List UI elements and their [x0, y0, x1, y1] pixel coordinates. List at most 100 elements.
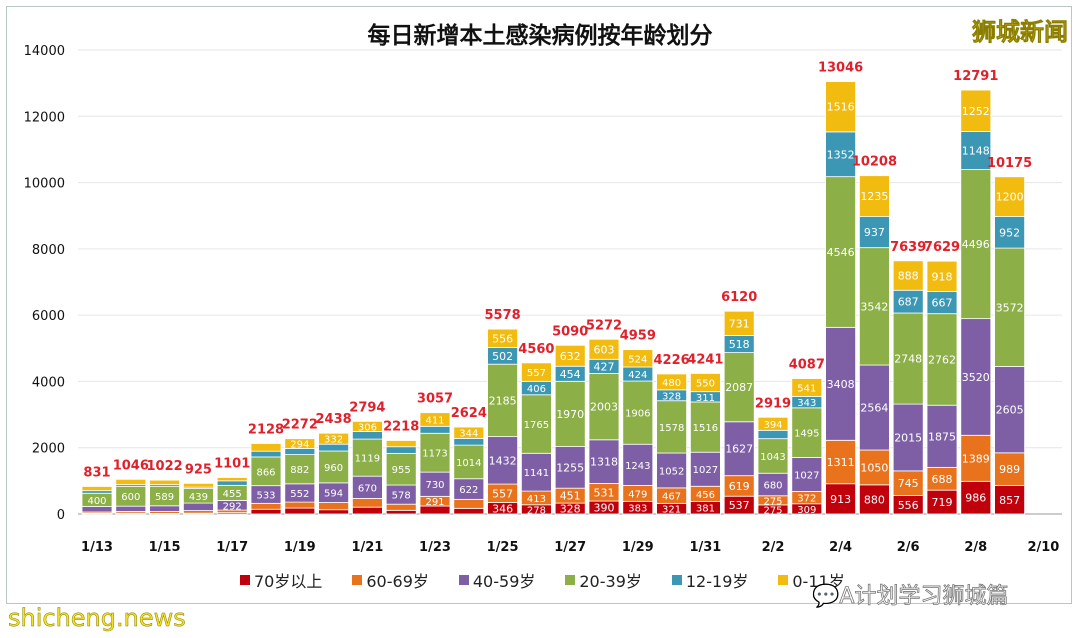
segment-label: 275	[763, 505, 782, 516]
x-tick-label: 2/8	[964, 540, 987, 555]
bar-segment	[149, 505, 181, 512]
total-label: 2794	[349, 400, 385, 415]
total-label: 4560	[518, 342, 554, 357]
segment-label: 556	[898, 499, 919, 512]
segment-label: 866	[256, 467, 275, 478]
segment-label: 857	[999, 494, 1020, 507]
bar-segment	[487, 363, 519, 438]
segment-label: 537	[729, 499, 750, 512]
x-tick-label: 1/17	[216, 540, 248, 555]
bar-segment	[960, 131, 992, 171]
segment-label: 730	[425, 480, 444, 491]
bar-segment	[825, 81, 856, 133]
legend-item: 20-39岁	[565, 568, 642, 592]
segment-label: 413	[527, 494, 546, 505]
x-tick-label: 1/29	[622, 540, 654, 555]
legend-label: 0-11岁	[792, 572, 845, 591]
segment-label: 541	[797, 384, 816, 395]
segment-label: 275	[763, 496, 782, 507]
segment-label: 2564	[860, 402, 888, 415]
bar-segment	[487, 436, 519, 485]
bar-segment	[859, 484, 890, 515]
segment-label: 913	[830, 493, 851, 506]
segment-label: 952	[999, 226, 1020, 239]
bar-segment	[892, 260, 924, 291]
x-tick-label: 2/10	[1027, 540, 1059, 555]
segment-label: 600	[121, 492, 140, 503]
total-label: 2919	[755, 396, 791, 411]
total-label: 7639	[890, 240, 926, 255]
bar-segment	[622, 380, 654, 445]
bar-segment	[588, 439, 620, 484]
segment-label: 383	[628, 504, 647, 515]
bar-segment	[926, 260, 958, 292]
segment-label: 594	[324, 489, 343, 500]
bar-segment	[825, 176, 856, 328]
bar-segment	[960, 89, 992, 132]
segment-label: 424	[628, 370, 647, 381]
bar-segment	[115, 505, 147, 512]
legend-swatch	[352, 575, 363, 585]
bar-segment	[960, 480, 992, 515]
segment-label: 882	[290, 465, 309, 476]
segment-label: 344	[459, 429, 478, 440]
segment-label: 291	[425, 497, 444, 508]
bar-segment	[419, 425, 451, 434]
segment-label: 1200	[996, 191, 1024, 204]
segment-label: 381	[696, 504, 715, 515]
bar-segment	[859, 247, 890, 366]
segment-label: 278	[527, 505, 546, 516]
segment-label: 533	[256, 490, 275, 501]
segment-label: 292	[223, 501, 242, 512]
bar-segment	[216, 480, 248, 486]
segment-label: 1389	[962, 452, 990, 465]
legend-item: 60-69岁	[352, 568, 429, 592]
bar-segment	[757, 438, 789, 474]
bar-segment	[149, 479, 181, 486]
bar-segment	[926, 313, 958, 406]
bar-segment	[588, 338, 620, 360]
total-label: 2128	[248, 422, 284, 437]
y-tick-label: 12000	[24, 110, 65, 125]
segment-label: 467	[662, 492, 681, 503]
segment-label: 1050	[860, 461, 888, 474]
segment-label: 3408	[827, 378, 855, 391]
segment-label: 556	[492, 332, 513, 345]
total-label: 4087	[789, 358, 825, 373]
segment-label: 1765	[524, 420, 549, 431]
segment-label: 1970	[556, 408, 584, 421]
total-label: 2218	[383, 419, 419, 434]
plot-area: 0 2000 4000 6000 8000 10000 12000 14000 400 831 60…	[24, 44, 1062, 555]
bar-segment	[250, 443, 282, 452]
bar-segment	[825, 131, 856, 178]
bar-segment	[318, 502, 350, 511]
bar-segment	[216, 477, 248, 482]
legend-swatch	[458, 575, 469, 585]
bar-segment	[453, 507, 485, 515]
bar-segment	[994, 176, 1025, 217]
segment-label: 667	[932, 297, 953, 310]
total-label: 4226	[654, 353, 690, 368]
segment-label: 400	[87, 496, 106, 507]
bar-segment	[351, 420, 383, 432]
total-label: 2438	[316, 412, 352, 427]
bar-segment	[115, 478, 147, 486]
total-label: 4241	[687, 352, 723, 367]
bar-segment	[723, 352, 755, 423]
segment-label: 687	[898, 296, 919, 309]
bar-segment	[81, 486, 113, 492]
bar-segment	[859, 449, 890, 486]
segment-label: 2087	[725, 381, 753, 394]
legend-item: 40-59岁	[458, 568, 535, 592]
total-label: 5090	[552, 324, 588, 339]
legend-item: 12-19岁	[671, 568, 748, 592]
segment-label: 1119	[355, 454, 380, 465]
bar-segment	[182, 502, 214, 511]
legend-item: 70岁以上	[240, 568, 322, 592]
bar-segment	[892, 470, 924, 496]
bar-segment	[284, 501, 316, 509]
segment-label: 454	[560, 368, 581, 381]
x-tick-label: 1/27	[554, 540, 586, 555]
bar-segment	[284, 507, 316, 515]
